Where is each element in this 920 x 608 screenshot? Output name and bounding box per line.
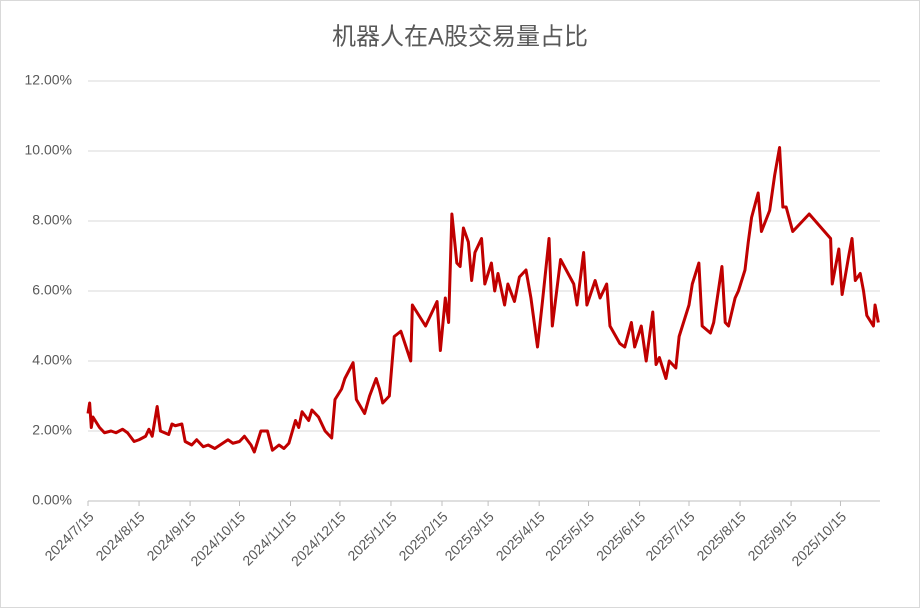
y-tick-label: 4.00% [32,352,72,368]
y-tick-label: 10.00% [25,142,72,158]
data-line [86,146,880,454]
y-tick-label: 8.00% [32,212,72,228]
y-tick-label: 12.00% [25,72,72,88]
y-tick-label: 0.00% [32,492,72,508]
y-tick-label: 6.00% [32,282,72,298]
y-tick-label: 2.00% [32,422,72,438]
chart-title: 机器人在A股交易量占比 [332,23,588,50]
